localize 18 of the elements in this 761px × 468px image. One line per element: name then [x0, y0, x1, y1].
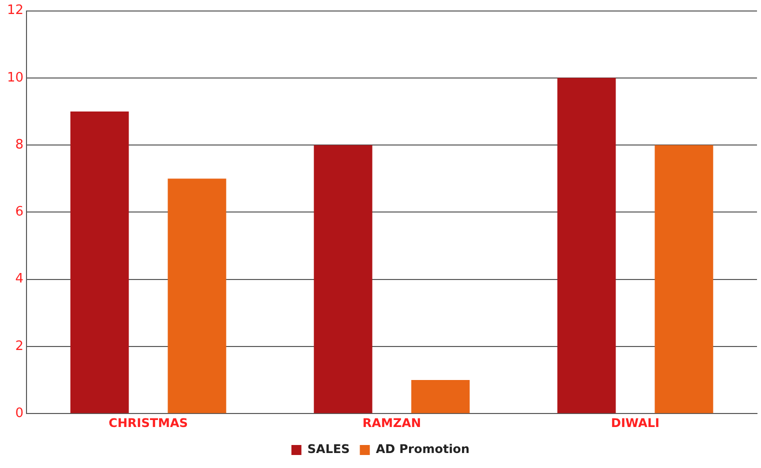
bar [654, 145, 714, 414]
bar [168, 178, 226, 414]
x-tick-label: CHRISTMAS [108, 416, 188, 430]
y-tick-label: 10 [6, 70, 24, 86]
y-tick-label: 0 [15, 406, 24, 421]
y-tick-label: 4 [15, 272, 24, 287]
x-tick-label: RAMZAN [362, 416, 422, 430]
legend-label: SALES [307, 442, 350, 456]
y-tick-label: 6 [15, 204, 24, 220]
x-tick-label: DIWALI [610, 416, 660, 430]
y-tick-label: 2 [15, 338, 24, 354]
legend-label: AD Promotion [376, 442, 470, 456]
bar [411, 380, 470, 414]
bar [70, 112, 129, 414]
bar [314, 145, 372, 414]
y-tick-label: 8 [15, 137, 24, 152]
bar [557, 78, 616, 414]
y-tick-label: 12 [6, 3, 24, 18]
